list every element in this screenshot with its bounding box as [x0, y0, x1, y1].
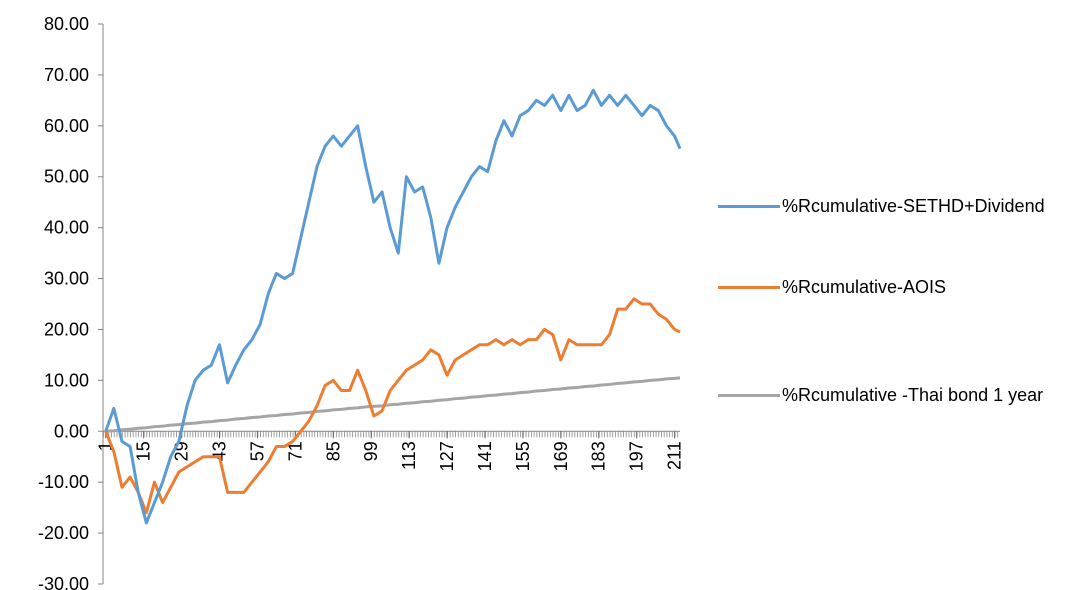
x-tick-label: 71	[285, 441, 305, 461]
legend-label: %Rcumulative-AOIS	[782, 277, 947, 297]
x-tick-label: 113	[399, 441, 419, 470]
x-axis-hatch	[103, 431, 680, 438]
x-tick-label: 1	[96, 441, 116, 451]
y-tick-label: 50.00	[44, 167, 89, 187]
y-tick-label: 60.00	[44, 116, 89, 136]
y-tick-label: -10.00	[38, 472, 89, 492]
y-tick-label: 20.00	[44, 319, 89, 339]
y-tick-label: 80.00	[44, 14, 89, 34]
series-line	[104, 297, 681, 515]
y-tick-label: 70.00	[44, 65, 89, 85]
x-tick-label: 197	[627, 441, 647, 471]
legend-swatch	[718, 394, 780, 397]
x-tick-label: 127	[437, 441, 457, 471]
series-line	[105, 376, 681, 433]
series-line	[104, 88, 682, 525]
x-tick-label: 141	[475, 441, 495, 471]
x-tick-label: 99	[361, 441, 381, 461]
x-tick-label: 169	[551, 441, 571, 471]
x-tick-label: 57	[247, 441, 267, 461]
y-tick-label: -20.00	[38, 523, 89, 543]
x-tick-label: 155	[513, 441, 533, 471]
y-tick-label: 10.00	[44, 370, 89, 390]
y-tick-label: 40.00	[44, 218, 89, 238]
legend-swatch	[718, 286, 780, 289]
y-tick-label: 0.00	[54, 421, 89, 441]
y-tick-label: -30.00	[38, 574, 89, 590]
x-tick-label: 85	[323, 441, 343, 461]
x-tick-label: 211	[665, 441, 685, 470]
legend-swatch	[718, 205, 780, 208]
x-tick-label: 15	[134, 441, 154, 461]
legend-label: %Rcumulative -Thai bond 1 year	[782, 385, 1044, 405]
y-tick-label: 30.00	[44, 269, 89, 289]
legend-label: %Rcumulative-SETHD+Dividend	[782, 196, 1045, 216]
x-tick-label: 183	[589, 441, 609, 471]
